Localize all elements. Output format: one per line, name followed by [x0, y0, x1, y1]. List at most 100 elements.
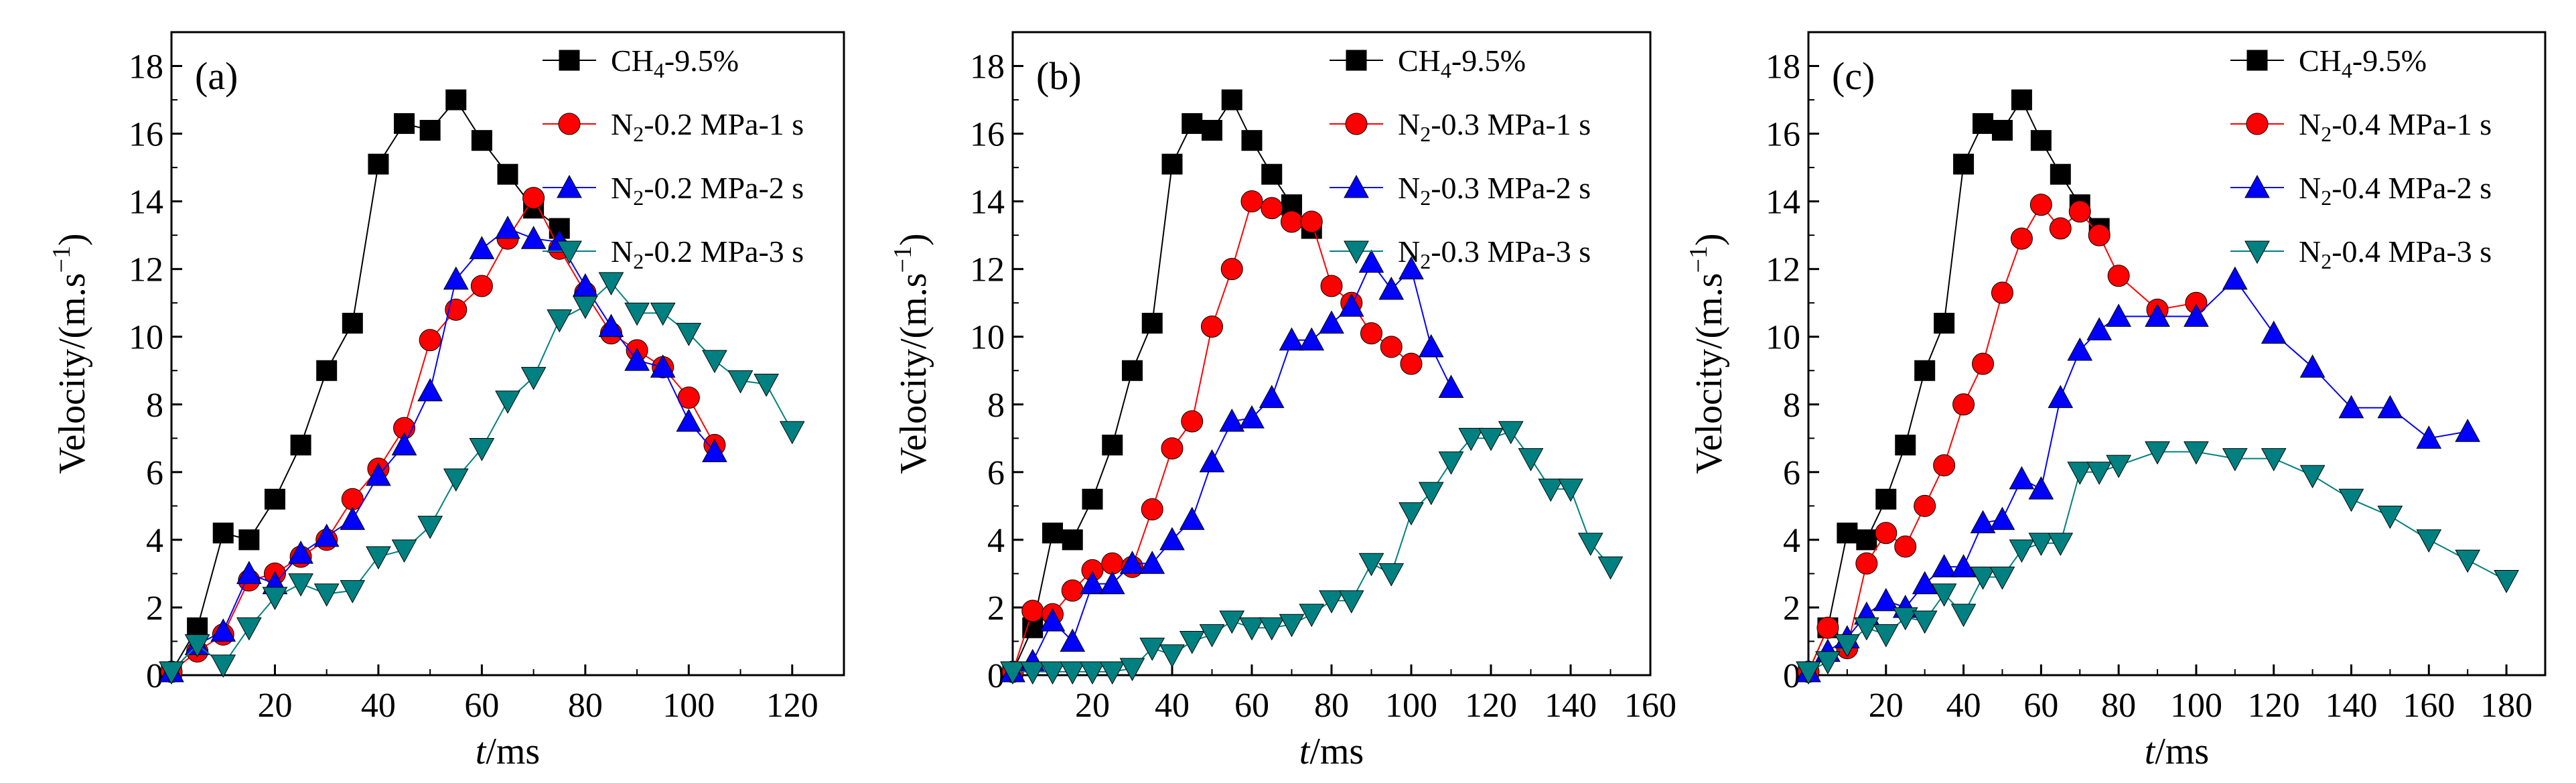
- x-tick-label: 20: [257, 687, 292, 725]
- legend-label-subscript: 2: [1420, 186, 1431, 210]
- data-point-s2: [1161, 437, 1184, 459]
- data-point-s2: [419, 329, 441, 352]
- data-point-s3: [210, 618, 236, 642]
- data-point-s1: [419, 120, 441, 141]
- data-point-s2: [1400, 352, 1423, 375]
- data-point-s4: [2048, 532, 2074, 556]
- series-markers-3: [1796, 266, 2481, 683]
- data-point-s3: [2261, 320, 2287, 344]
- data-point-s4: [1000, 661, 1025, 685]
- y-axis-label-exponent: −1: [48, 246, 76, 273]
- y-axis-label-exponent: −1: [889, 246, 917, 273]
- data-point-s1: [1042, 522, 1063, 544]
- data-point-s3: [2338, 395, 2364, 419]
- series-line-3: [171, 227, 715, 672]
- x-tick-label: 120: [2248, 687, 2300, 725]
- legend-label-suffix: -0.3 MPa-2 s: [1431, 171, 1591, 205]
- y-axis-label-main: Velocity/(m.s: [1689, 273, 1730, 474]
- data-point-s1: [1141, 313, 1163, 334]
- legend-label-suffix: -0.4 MPa-1 s: [2332, 107, 2492, 141]
- series-line-1: [171, 98, 560, 672]
- data-point-s1: [1973, 113, 1994, 134]
- data-point-s3: [1931, 554, 1957, 577]
- series-markers-4: [159, 272, 805, 685]
- y-tick-label: 6: [146, 454, 163, 492]
- data-point-s3: [469, 236, 495, 259]
- panel-a: 20 40 60 80 100 120024681012141618t/msVelocit…: [48, 31, 845, 772]
- data-point-s4: [1378, 563, 1405, 587]
- data-point-s1: [1875, 488, 1897, 510]
- data-point-s4: [1019, 661, 1046, 685]
- legend-label-subscript: 2: [2321, 122, 2332, 146]
- legend-label: N2-0.4 MPa-2 s: [2299, 171, 2492, 210]
- legend-label-suffix: -9.5%: [664, 44, 739, 78]
- data-point-s3: [236, 561, 262, 584]
- data-point-s4: [1060, 661, 1086, 685]
- data-point-s3: [1139, 551, 1165, 574]
- x-axis-label-italic: t: [2145, 731, 2156, 772]
- data-point-s4: [340, 580, 366, 603]
- legend-label: N2-0.4 MPa-1 s: [2299, 107, 2492, 146]
- legend-label-subscript: 4: [1441, 58, 1451, 82]
- data-point-s4: [262, 587, 288, 610]
- data-point-s1: [238, 529, 260, 551]
- y-axis-label-close: ): [893, 233, 934, 246]
- data-point-s4: [1892, 607, 1918, 631]
- y-tick-label: 4: [1783, 522, 1800, 560]
- y-axis-label: Velocity/(m.s−1): [889, 233, 934, 474]
- data-point-s4: [1989, 566, 2015, 590]
- y-tick-label: 14: [129, 184, 163, 222]
- series-markers-2: [1797, 194, 2208, 683]
- data-point-s2: [1894, 535, 1917, 558]
- data-point-s1: [2030, 130, 2052, 151]
- data-point-s1: [1895, 434, 1916, 455]
- data-point-s4: [1873, 624, 1899, 648]
- data-point-s4: [754, 373, 779, 397]
- data-point-s2: [1380, 336, 1403, 358]
- legend-label: N2-0.2 MPa-1 s: [611, 107, 804, 146]
- y-tick-label: 14: [970, 184, 1005, 222]
- data-point-s1: [1161, 153, 1183, 175]
- data-point-s1: [1202, 120, 1222, 141]
- data-point-s4: [624, 302, 650, 326]
- data-point-s3: [2184, 303, 2209, 327]
- legend-label-prefix: N: [611, 234, 633, 269]
- data-point-s4: [288, 573, 313, 597]
- legend-label-suffix: -0.4 MPa-3 s: [2332, 234, 2492, 269]
- legend-label-suffix: -0.3 MPa-3 s: [1431, 234, 1591, 269]
- legend-marker: [558, 113, 581, 135]
- data-point-s1: [1953, 153, 1975, 175]
- y-tick-label: 18: [1766, 48, 1800, 86]
- x-axis-label-unit: /ms: [2155, 731, 2209, 772]
- legend-label: N2-0.3 MPa-3 s: [1398, 234, 1591, 273]
- data-point-s3: [1378, 276, 1405, 300]
- data-point-s4: [391, 539, 417, 563]
- data-point-s3: [1199, 449, 1225, 473]
- data-point-s4: [1853, 617, 1879, 641]
- data-point-s4: [1338, 590, 1364, 614]
- legend-marker: [2244, 174, 2270, 198]
- x-tick-label: 20: [1075, 687, 1110, 725]
- y-tick-label: 6: [1783, 454, 1800, 492]
- data-point-s4: [1358, 553, 1384, 577]
- data-point-s4: [2494, 570, 2519, 593]
- data-point-s2: [470, 275, 493, 297]
- y-tick-label: 10: [970, 319, 1005, 357]
- data-point-s4: [1159, 644, 1185, 668]
- x-tick-label: 60: [1234, 687, 1269, 725]
- data-point-s1: [1062, 529, 1083, 551]
- series-markers-3: [159, 216, 727, 683]
- data-point-s1: [1221, 89, 1242, 111]
- x-axis-label-unit: /ms: [486, 731, 540, 772]
- data-point-s4: [1815, 651, 1841, 674]
- data-point-s4: [650, 302, 676, 326]
- y-axis-label-close: ): [52, 233, 93, 246]
- data-point-s4: [443, 468, 469, 492]
- data-point-s3: [1219, 409, 1245, 432]
- data-point-s2: [1281, 210, 1303, 233]
- data-point-s3: [2009, 466, 2035, 490]
- data-point-s3: [2455, 419, 2481, 442]
- data-point-s2: [1101, 552, 1124, 575]
- data-point-s3: [1399, 256, 1424, 280]
- data-point-s4: [1279, 614, 1305, 638]
